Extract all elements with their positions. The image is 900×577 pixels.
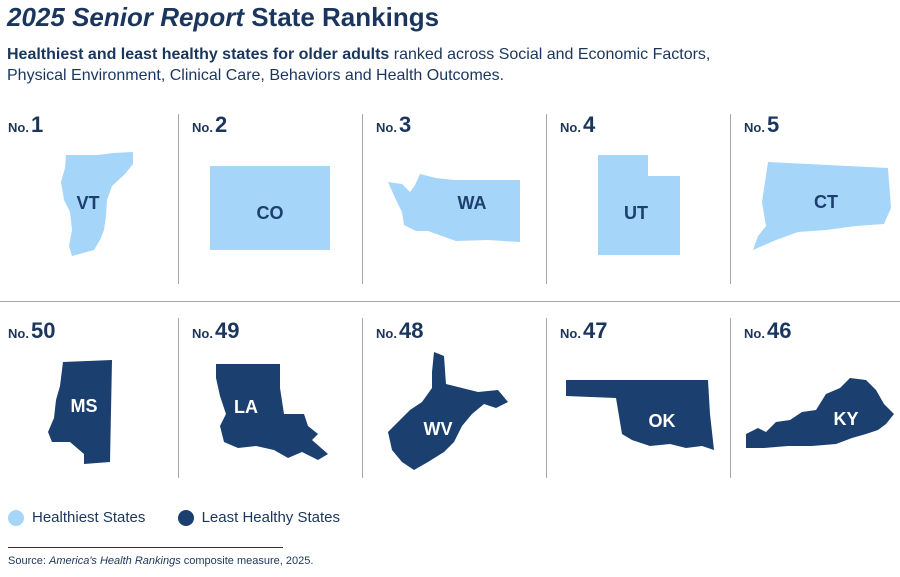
state-shape-MS: MS xyxy=(48,360,112,464)
state-label: WV xyxy=(424,419,453,439)
state-shape-KY: KY xyxy=(746,378,894,448)
rank-label: No.50 xyxy=(8,318,55,344)
rank-label: No.2 xyxy=(192,112,227,138)
connecticut-shape xyxy=(753,162,891,250)
legend: Healthiest States Least Healthy States xyxy=(8,509,368,530)
kentucky-shape xyxy=(746,378,894,448)
source-divider xyxy=(8,547,283,548)
rank-prefix: No. xyxy=(560,120,581,135)
source-prefix: Source: xyxy=(8,555,46,567)
legend-swatch-healthiest xyxy=(8,509,24,526)
rank-number: 46 xyxy=(766,318,792,343)
column-divider xyxy=(178,318,179,478)
state-label: MS xyxy=(71,396,98,416)
legend-swatch-least-healthy xyxy=(177,509,194,526)
state-shape-UT: UT xyxy=(598,155,680,255)
rank-label: No.5 xyxy=(744,112,779,138)
legend-label-least-healthy: Least Healthy States xyxy=(201,509,340,526)
rank-number: 4 xyxy=(582,112,596,137)
rank-prefix: No. xyxy=(8,120,29,135)
title-plain-part: State Rankings xyxy=(251,2,440,32)
rank-cell-healthiest-4: No.4 UT xyxy=(552,112,735,292)
column-divider xyxy=(362,114,363,284)
rank-number: 2 xyxy=(214,112,228,137)
rank-number: 49 xyxy=(214,318,240,343)
source-italic: America's Health Rankings xyxy=(48,555,181,567)
state-label: UT xyxy=(624,203,648,223)
rank-prefix: No. xyxy=(192,120,213,135)
rank-cell-healthiest-1: No.1 VT xyxy=(0,112,183,292)
subtitle-rest-part: ranked across Social and Economic Factor… xyxy=(7,46,711,84)
chart-title: 2025 Senior Report State Rankings xyxy=(7,2,439,33)
rank-prefix: No. xyxy=(8,326,29,341)
source-rest: composite measure, 2025. xyxy=(183,555,314,567)
rank-label: No.4 xyxy=(560,112,595,138)
rank-number: 50 xyxy=(30,318,56,343)
state-shape-WA: WA xyxy=(388,174,520,242)
title-italic-part: 2025 Senior Report xyxy=(7,2,244,32)
rank-prefix: No. xyxy=(192,326,213,341)
rank-label: No.49 xyxy=(192,318,239,344)
utah-shape xyxy=(598,155,680,255)
subtitle-bold-part: Healthiest and least healthy states for … xyxy=(7,46,390,63)
rank-label: No.3 xyxy=(376,112,411,138)
state-label: OK xyxy=(649,411,676,431)
rank-cell-healthiest-5: No.5 CT xyxy=(736,112,900,292)
state-shape-WV: WV xyxy=(388,352,508,470)
rank-number: 3 xyxy=(398,112,412,137)
column-divider xyxy=(546,114,547,284)
rank-number: 47 xyxy=(582,318,608,343)
rank-cell-least-healthy-47: No.47 OK xyxy=(552,318,735,478)
column-divider xyxy=(362,318,363,478)
rank-cell-least-healthy-49: No.49 LA xyxy=(184,318,367,478)
colorado-shape xyxy=(210,166,330,250)
oklahoma-shape xyxy=(566,380,714,450)
rank-cell-healthiest-2: No.2 CO xyxy=(184,112,367,292)
rank-label: No.48 xyxy=(376,318,423,344)
legend-item-healthiest: Healthiest States xyxy=(8,509,145,526)
rank-cell-least-healthy-48: No.48 WV xyxy=(368,318,551,478)
state-label: CO xyxy=(257,203,284,223)
state-label: CT xyxy=(814,192,838,212)
legend-item-least-healthy: Least Healthy States xyxy=(177,509,340,526)
state-label: KY xyxy=(833,409,858,429)
rank-cell-least-healthy-50: No.50 MS xyxy=(0,318,183,478)
column-divider xyxy=(546,318,547,478)
rank-number: 1 xyxy=(30,112,44,137)
state-shape-CO: CO xyxy=(210,166,330,250)
rank-prefix: No. xyxy=(560,326,581,341)
louisiana-shape xyxy=(216,364,328,460)
source-note: Source: America's Health Rankings compos… xyxy=(8,555,313,567)
state-shape-OK: OK xyxy=(566,380,714,450)
washington-shape xyxy=(388,174,520,242)
rank-prefix: No. xyxy=(744,326,765,341)
rank-prefix: No. xyxy=(376,120,397,135)
chart-subtitle: Healthiest and least healthy states for … xyxy=(7,44,767,86)
column-divider xyxy=(730,318,731,478)
column-divider xyxy=(730,114,731,284)
rank-label: No.1 xyxy=(8,112,43,138)
rank-cell-least-healthy-46: No.46 KY xyxy=(736,318,900,478)
rank-number: 48 xyxy=(398,318,424,343)
rank-prefix: No. xyxy=(376,326,397,341)
mississippi-shape xyxy=(48,360,112,464)
state-label: WA xyxy=(458,193,487,213)
vermont-shape xyxy=(61,152,133,256)
state-shape-CT: CT xyxy=(753,162,891,250)
rank-label: No.46 xyxy=(744,318,791,344)
rank-number: 5 xyxy=(766,112,780,137)
state-label: LA xyxy=(234,397,258,417)
state-shape-VT: VT xyxy=(61,152,133,256)
state-shape-LA: LA xyxy=(216,364,328,460)
state-label: VT xyxy=(76,193,99,213)
rankings-grid: No.1 VT No.2 CO No.3 WA No.4 UT No.5 CT xyxy=(0,100,900,480)
rank-cell-healthiest-3: No.3 WA xyxy=(368,112,551,292)
west-virginia-shape xyxy=(388,352,508,470)
column-divider xyxy=(178,114,179,284)
rank-label: No.47 xyxy=(560,318,607,344)
legend-label-healthiest: Healthiest States xyxy=(32,509,146,526)
row-divider xyxy=(0,301,900,302)
rank-prefix: No. xyxy=(744,120,765,135)
